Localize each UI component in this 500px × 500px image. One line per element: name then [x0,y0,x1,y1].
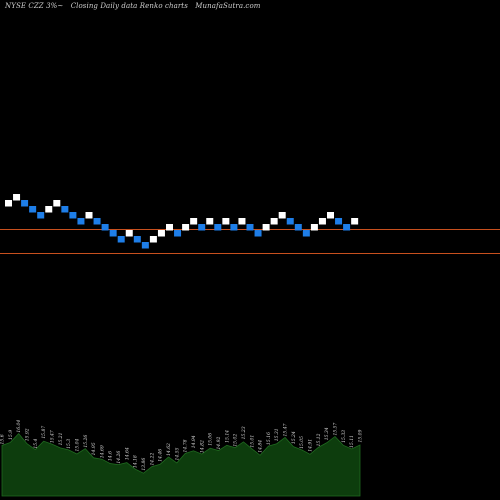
volume-label: 16.04 [16,420,22,433]
volume-label: 15.11 [349,435,355,448]
down-brick [141,242,149,249]
down-brick [343,224,351,231]
down-brick [198,224,206,231]
volume-label: 15.3 [66,439,72,449]
up-brick [157,230,165,237]
volume-label: 15.34 [324,427,330,440]
volume-label: 14.84 [258,440,264,453]
volume-label: 15.21 [58,433,64,446]
volume-label: 15.57 [333,422,339,435]
up-brick [206,218,214,225]
up-brick [262,224,270,231]
volume-label: 15.6 [0,434,6,444]
volume-label: 14.26 [116,451,122,464]
up-brick [53,200,61,207]
down-brick [69,212,77,219]
volume-label: 14.69 [99,445,105,458]
down-brick [246,224,254,231]
down-brick [254,230,262,237]
up-brick [238,218,246,225]
volume-label: 15.05 [299,436,305,449]
volume-label: 13.86 [141,458,147,471]
down-brick [29,206,37,213]
up-brick [85,212,93,219]
up-brick [351,218,359,225]
down-brick [214,224,222,231]
down-brick [61,206,69,213]
down-brick [133,236,141,243]
volume-label: 15.04 [74,438,80,451]
chart-kind-label: Closing Daily data Renko charts [70,2,188,10]
volume-label: 15.06 [208,433,214,446]
down-brick [335,218,343,225]
up-brick [45,206,53,213]
volume-area [1,432,361,497]
up-brick [310,224,318,231]
volume-label: 15.23 [241,426,247,439]
up-brick [318,218,326,225]
up-brick [166,224,173,231]
volume-label: 14.46 [158,449,164,462]
volume-label: 15.33 [341,430,347,443]
down-brick [286,218,294,225]
down-brick [117,236,125,243]
volume-label: 14.55 [174,447,180,460]
volume-label: 15.01 [249,435,255,448]
down-brick [302,230,310,237]
up-brick [270,218,278,225]
volume-label: 14.82 [199,440,205,453]
volume-label: 14.18 [133,455,139,468]
volume-label: 15.9 [8,430,14,440]
volume-label: 14.64 [124,447,130,460]
volume-label: 15.09 [358,430,364,443]
site-label: MunafaSutra.com [195,2,261,10]
chart-header: NYSE CZZ 3%~ Closing Daily data Renko ch… [5,2,266,10]
volume-label: 14.92 [216,437,222,450]
volume-label: 15.47 [283,423,289,436]
volume-label: 15.4 [33,438,39,448]
up-brick [327,212,334,219]
up-brick [278,212,286,219]
volume-label: 14.95 [91,442,97,455]
symbol-label: NYSE CZZ 3%~ [5,2,64,10]
volume-label: 14.6 [108,451,114,461]
volume-label: 15.02 [233,434,239,447]
down-brick [174,230,182,237]
up-brick [5,200,12,207]
volume-label: 14.78 [183,439,189,452]
down-brick [109,230,117,237]
down-brick [37,212,45,219]
up-brick [222,218,230,225]
volume-label: 14.22 [149,453,155,466]
volume-label: 15.87 [41,426,47,439]
up-brick [190,218,198,225]
volume-label: 15.26 [83,435,89,448]
volume-label: 15.12 [316,433,322,446]
up-brick [13,194,21,201]
down-brick [21,200,29,207]
volume-label: 15.14 [224,430,230,443]
volume-label: 14.62 [166,443,172,456]
volume-label: 15.31 [274,428,280,441]
volume-label: 15.92 [24,428,30,441]
down-brick [294,224,302,231]
up-brick [125,230,133,237]
down-brick [230,224,238,231]
volume-label: 14.91 [308,439,314,452]
volume-label: 15.47 [49,430,55,443]
volume-label: 14.94 [191,435,197,448]
down-brick [77,218,85,225]
down-brick [93,218,101,225]
up-brick [149,236,157,243]
volume-label: 15.16 [266,432,272,445]
down-brick [101,224,109,231]
volume-label: 15.24 [291,431,297,444]
up-brick [182,224,190,231]
